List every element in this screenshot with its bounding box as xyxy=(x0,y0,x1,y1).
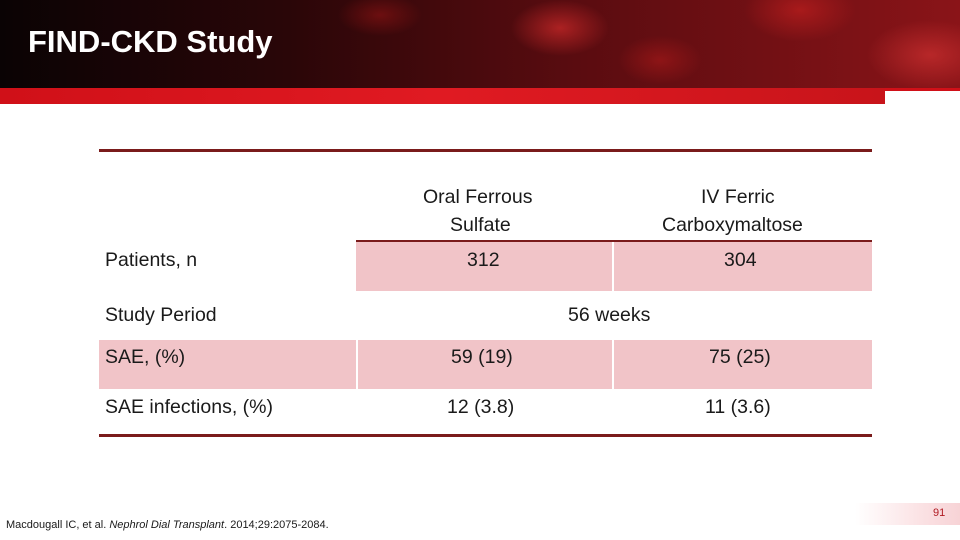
column-divider xyxy=(612,242,614,291)
cell-patients-iv: 304 xyxy=(724,249,757,271)
header-accent-line xyxy=(885,88,960,91)
table-top-rule xyxy=(99,149,872,152)
cell-sae-oral: 59 (19) xyxy=(451,346,513,368)
row-label-patients: Patients, n xyxy=(105,249,198,271)
cell-sae-infections-oral: 12 (3.8) xyxy=(447,396,515,418)
cell-sae-iv: 75 (25) xyxy=(709,346,771,368)
row-label-sae: SAE, (%) xyxy=(105,346,186,368)
col-header-iv-line1: IV Ferric xyxy=(701,186,775,208)
col-header-iv-line2: Carboxymaltose xyxy=(662,214,803,236)
cell-study-period: 56 weeks xyxy=(568,304,651,326)
col-header-oral-line1: Oral Ferrous xyxy=(423,186,533,208)
citation-journal: Nephrol Dial Transplant xyxy=(109,519,225,531)
slide-title: FIND-CKD Study xyxy=(28,24,273,59)
cell-patients-oral: 312 xyxy=(467,249,500,271)
row-label-study-period: Study Period xyxy=(105,304,217,326)
page-number: 91 xyxy=(933,507,946,519)
citation-authors: Macdougall IC, et al. xyxy=(6,519,107,531)
table-row-fill xyxy=(356,241,872,291)
table-row-fill xyxy=(99,340,872,389)
row-label-sae-infections: SAE infections, (%) xyxy=(105,396,273,418)
header-banner xyxy=(0,0,960,90)
header-accent-stripe xyxy=(0,88,885,104)
column-divider xyxy=(356,340,358,389)
citation-footnote: Macdougall IC, et al. Nephrol Dial Trans… xyxy=(6,519,329,531)
cell-sae-infections-iv: 11 (3.6) xyxy=(705,396,771,418)
col-header-oral-line2: Sulfate xyxy=(450,214,511,236)
table-bottom-rule xyxy=(99,434,872,437)
citation-details: . 2014;29:2075-2084. xyxy=(224,519,329,531)
header-separator-rule xyxy=(356,240,872,242)
column-divider xyxy=(612,340,614,389)
page-number-badge xyxy=(855,503,960,525)
